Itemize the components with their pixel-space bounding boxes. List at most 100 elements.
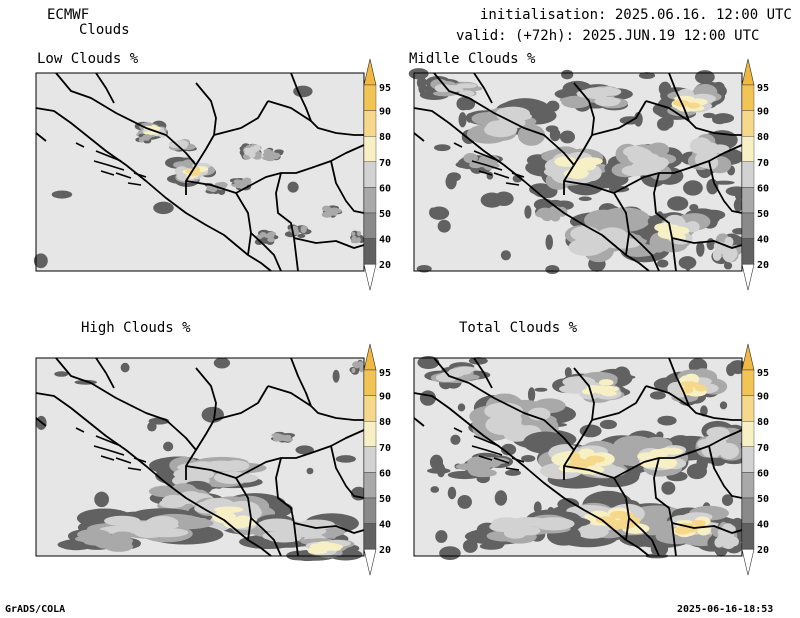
cloud-patch <box>599 87 622 96</box>
colorbar-mid: 95 90 80 70 60 50 40 20 <box>741 58 769 291</box>
island-outline <box>93 445 125 456</box>
cloud-patch <box>33 253 48 269</box>
cloud-patch <box>456 83 478 89</box>
cloud-patch <box>458 374 480 381</box>
cloud-patch <box>335 455 356 463</box>
cloud-patch <box>202 460 240 472</box>
colorbar-tick-label: 90 <box>757 392 769 403</box>
colorbar-segment <box>741 446 755 473</box>
cloud-patch <box>327 544 344 550</box>
cloud-patch <box>496 108 524 122</box>
colorbar-segment <box>363 395 377 422</box>
colorbar-tick-label: 70 <box>379 158 391 169</box>
cloud-patch <box>721 494 734 506</box>
island-outline <box>505 182 520 186</box>
cloud-patch <box>505 469 521 476</box>
cloud-patch <box>332 369 340 383</box>
colorbar-tick-label: 20 <box>757 545 769 556</box>
border-line <box>668 72 742 136</box>
cloud-patch <box>567 461 589 468</box>
country-borders <box>35 357 365 557</box>
colorbar-tick-label: 95 <box>379 83 391 94</box>
cloud-patch <box>430 486 440 493</box>
colorbar-segment <box>363 161 377 188</box>
cloud-patch <box>161 496 181 504</box>
border-line <box>645 385 690 407</box>
island-outline <box>493 457 510 464</box>
cloud-patch <box>494 191 514 207</box>
cloud-patch <box>512 174 523 183</box>
colorbar-tick-label: 40 <box>379 520 391 531</box>
cloud-patch <box>694 70 715 85</box>
border-line <box>653 457 677 557</box>
colorbar-segment <box>741 212 755 239</box>
island-outline <box>133 457 147 463</box>
cloud-patch <box>453 368 472 375</box>
cloud-patch <box>517 124 545 146</box>
cloud-patch <box>595 516 616 524</box>
border-line <box>290 357 364 421</box>
colorbar-total: 95 90 80 70 60 50 40 20 <box>741 343 769 576</box>
cloud-patch <box>252 144 261 152</box>
cloud-patch <box>297 233 306 238</box>
cloud-patch <box>568 238 606 256</box>
border-line <box>668 357 742 421</box>
border-line <box>330 445 365 499</box>
cloud-patch <box>433 144 451 152</box>
model-title: ECMWF <box>47 7 90 23</box>
border-line <box>473 72 493 104</box>
border-line <box>213 100 269 136</box>
colorbar-segment <box>363 212 377 239</box>
cloud-patch <box>447 486 457 500</box>
colorbar-tick-label: 20 <box>379 260 391 271</box>
cloud-patch <box>696 241 705 257</box>
border-line <box>185 367 217 480</box>
island-outline <box>493 172 510 179</box>
colorbar-segment <box>363 187 377 214</box>
colorbar-segment <box>363 135 377 162</box>
colorbar-top-arrow <box>741 58 755 86</box>
border-line <box>185 180 252 256</box>
cloud-patch <box>293 85 313 98</box>
islands <box>75 142 147 186</box>
cloud-patch <box>712 115 728 125</box>
cloud-patch <box>584 209 624 231</box>
border-line <box>267 100 312 122</box>
colorbar-segment <box>741 523 755 550</box>
cloud-patch <box>479 459 496 468</box>
islands <box>453 427 525 471</box>
cloud-patch <box>657 415 677 426</box>
cloud-patch <box>684 385 693 392</box>
cloud-patch <box>267 237 275 243</box>
island-outline <box>100 455 115 461</box>
cloud-patch <box>706 238 715 251</box>
colorbar-segment <box>363 472 377 499</box>
colorbar-segment <box>363 497 377 524</box>
colorbar-segment <box>741 369 755 396</box>
cloud-patch <box>287 529 324 538</box>
colorbar-tick-label: 95 <box>379 368 391 379</box>
islands <box>75 427 147 471</box>
colorbar-segment <box>741 135 755 162</box>
cloud-patch <box>356 230 362 237</box>
valid-time: valid: (+72h): 2025.JUN.19 12:00 UTC <box>456 28 760 44</box>
island-outline <box>471 445 503 456</box>
colorbar-tick-label: 80 <box>757 417 769 428</box>
colorbar-segment <box>741 395 755 422</box>
cloud-patch <box>435 530 448 543</box>
cloud-patch <box>695 386 707 392</box>
cloud-patch <box>459 97 476 111</box>
border-line <box>235 429 365 479</box>
cloud-patch <box>494 490 508 506</box>
cloud-patch <box>500 250 511 261</box>
cloud-patch <box>549 128 561 142</box>
border-line <box>235 144 365 194</box>
colorbar-tick-label: 60 <box>757 183 769 194</box>
cloud-patch <box>445 174 457 190</box>
cloud-patch <box>687 102 701 109</box>
cloud-patch <box>54 371 69 377</box>
cloud-patch <box>51 190 73 199</box>
cloud-patch <box>546 199 564 208</box>
cloud-patch <box>722 248 736 263</box>
border-line <box>613 144 743 194</box>
